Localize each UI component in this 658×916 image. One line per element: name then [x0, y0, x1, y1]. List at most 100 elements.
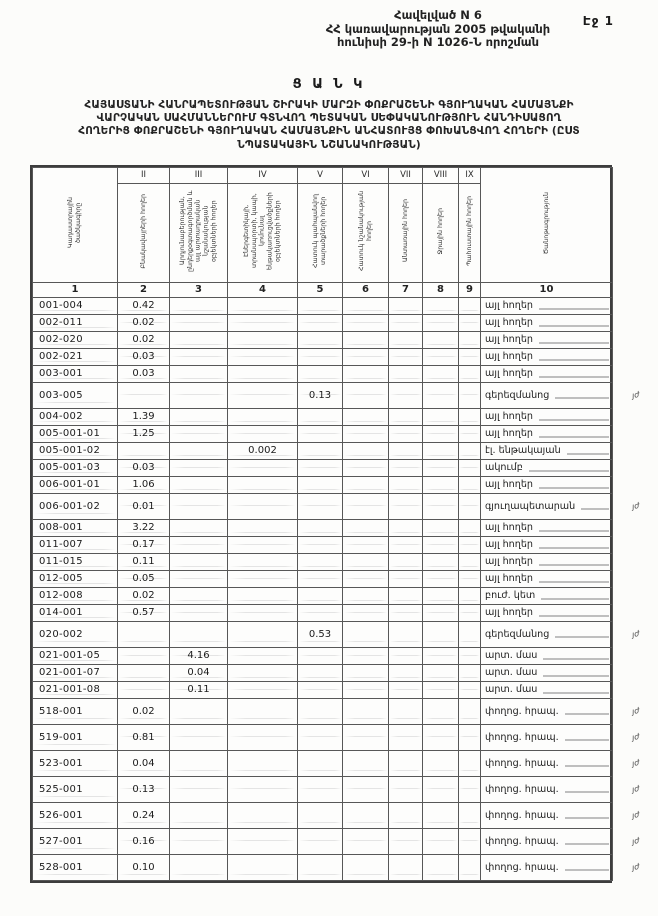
header-label: Հատուկ նշանակության հողեր [357, 190, 373, 271]
table-row: 519-001 0.81 փողոց. հրապ. յժ [32, 723, 640, 751]
note-cell: այլ հողեր [480, 347, 613, 366]
handwritten-margin-mark: յժ [630, 810, 640, 821]
infrastructure-value-cell [227, 775, 298, 803]
note-text: այլ հողեր [485, 368, 534, 380]
water-value-cell [422, 347, 459, 366]
industrial-value-cell [169, 552, 228, 571]
industrial-value-cell [169, 569, 228, 588]
column-number: 2 [117, 281, 170, 298]
cadastral-code-cell: 523-001 [32, 749, 118, 777]
reserve-value-cell [458, 492, 481, 520]
reserve-value-cell [458, 603, 481, 622]
handwritten-margin-mark: յժ [630, 732, 640, 743]
column-number: 1 [32, 281, 118, 298]
forest-value-cell [388, 827, 423, 855]
forest-value-cell [388, 680, 423, 699]
settlement-value-cell: 0.03 [117, 347, 170, 366]
reserve-value-cell [458, 646, 481, 665]
forest-value-cell [388, 552, 423, 571]
handwritten-margin-mark: յժ [630, 390, 640, 401]
protected-value-cell [297, 407, 343, 426]
table-row: 006-001-02 0.01 գյուղապետարան յժ [32, 492, 640, 520]
industrial-value-cell [169, 775, 228, 803]
note-text: ակումբ [485, 462, 523, 474]
header-label: Անտառային հողեր [401, 199, 409, 263]
note-cell: ակումբ [480, 458, 613, 477]
reserve-value-cell [458, 458, 481, 477]
cadastral-code-cell: 001-004 [32, 296, 118, 315]
settlement-value-cell: 0.04 [117, 749, 170, 777]
column-number: 8 [422, 281, 459, 298]
header-remarks-label: Ծանոթագրություն [542, 192, 550, 255]
note-text: այլ հողեր [485, 573, 534, 585]
note-cell: այլ հողեր [480, 424, 613, 443]
cadastral-code-cell: 003-005 [32, 381, 118, 409]
table-row: 002-021 0.03 այլ հողեր [32, 347, 613, 366]
water-value-cell [422, 492, 459, 520]
note-text: փողոց. հրապ. [485, 757, 559, 769]
handwritten-margin-mark: յժ [630, 501, 640, 512]
protected-value-cell [297, 697, 343, 725]
note-cell: փողոց. հրապ. յժ [480, 775, 640, 803]
infrastructure-value-cell [227, 492, 298, 520]
reserve-value-cell [458, 330, 481, 349]
settlement-value-cell: 0.42 [117, 296, 170, 315]
protected-value-cell [297, 801, 343, 829]
protected-value-cell [297, 603, 343, 622]
header-label: Էներգետիկայի, տրանսպորտի, կապի, կոմունալ… [242, 192, 282, 270]
cadastral-code-cell: 525-001 [32, 775, 118, 803]
infrastructure-value-cell [227, 458, 298, 477]
water-value-cell [422, 680, 459, 699]
reserve-value-cell [458, 518, 481, 537]
cadastral-code-cell: 518-001 [32, 697, 118, 725]
industrial-value-cell [169, 458, 228, 477]
settlement-value-cell: 0.02 [117, 313, 170, 332]
special-value-cell [342, 697, 389, 725]
infrastructure-value-cell [227, 407, 298, 426]
table-row: 527-001 0.16 փողոց. հրապ. յժ [32, 827, 640, 855]
forest-value-cell [388, 697, 423, 725]
infrastructure-value-cell [227, 801, 298, 829]
header-water-lands: Ջրային հողեր [422, 182, 459, 283]
water-value-cell [422, 586, 459, 605]
table-row: 518-001 0.02 փողոց. հրապ. յժ [32, 697, 640, 725]
note-text: այլ հողեր [485, 428, 534, 440]
table-row: 523-001 0.04 փողոց. հրապ. յժ [32, 749, 640, 777]
protected-value-cell [297, 569, 343, 588]
forest-value-cell [388, 458, 423, 477]
title-line: ՀՈՂԵՐԻՑ ՓՈՔՐԱՇԵՆԻ ԳՅՈՒՂԱԿԱՆ ՀԱՄԱՅՆՔԻՆ ԱՆ… [78, 125, 580, 138]
forest-value-cell [388, 663, 423, 682]
special-value-cell [342, 296, 389, 315]
settlement-value-cell: 0.13 [117, 775, 170, 803]
protected-value-cell [297, 680, 343, 699]
roman-numeral: II [117, 166, 170, 184]
infrastructure-value-cell [227, 518, 298, 537]
special-value-cell [342, 749, 389, 777]
page-number: Էջ 1 [582, 14, 614, 28]
table-row: 005-001-01 1.25 այլ հողեր [32, 424, 613, 443]
infrastructure-value-cell [227, 535, 298, 554]
settlement-value-cell: 0.24 [117, 801, 170, 829]
table-row: 008-001 3.22 այլ հողեր [32, 518, 613, 537]
industrial-value-cell [169, 364, 228, 383]
table-row: 003-001 0.03 այլ հողեր [32, 364, 613, 383]
special-value-cell [342, 347, 389, 366]
note-cell: այլ հողեր [480, 330, 613, 349]
water-value-cell [422, 801, 459, 829]
forest-value-cell [388, 407, 423, 426]
water-value-cell [422, 441, 459, 460]
note-cell: փողոց. հրապ. յժ [480, 697, 640, 725]
table-row: 005-001-03 0.03 ակումբ [32, 458, 613, 477]
water-value-cell [422, 853, 459, 881]
water-value-cell [422, 646, 459, 665]
settlement-value-cell: 0.10 [117, 853, 170, 881]
cadastral-code-cell: 005-001-01 [32, 424, 118, 443]
reserve-value-cell [458, 827, 481, 855]
land-table: Կադաստրային ծածկագիրը II III IV V VI VII… [30, 164, 640, 883]
special-value-cell [342, 827, 389, 855]
table-row: 021-001-08 0.11 արտ. մաս [32, 680, 613, 699]
cadastral-code-cell: 002-021 [32, 347, 118, 366]
forest-value-cell [388, 586, 423, 605]
header-infrastructure-lands: Էներգետիկայի, տրանսպորտի, կապի, կոմունալ… [227, 182, 298, 283]
industrial-value-cell [169, 296, 228, 315]
